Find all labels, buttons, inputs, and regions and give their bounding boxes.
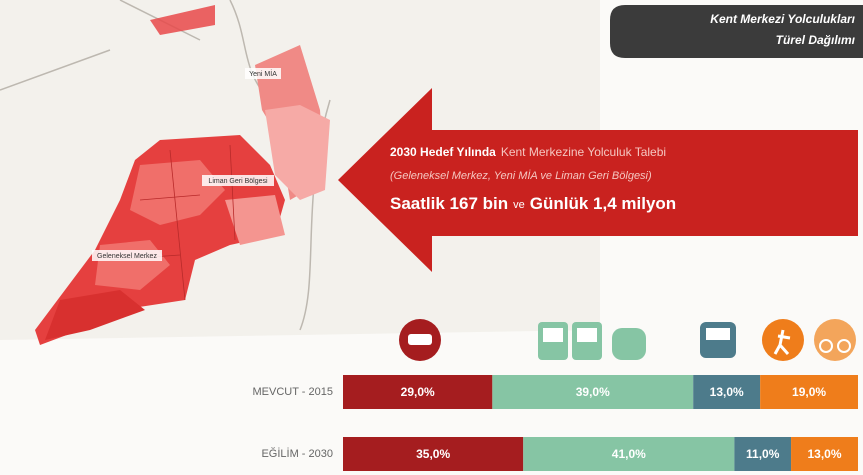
bike-icon — [837, 339, 851, 353]
bar-segment — [492, 375, 694, 409]
bike-icon — [819, 339, 833, 353]
walk-icon — [762, 319, 804, 361]
walk-icon — [773, 329, 791, 355]
value-label: 35,0% — [416, 447, 450, 461]
bar-segment — [523, 437, 735, 471]
bar-segment — [734, 437, 792, 471]
header-title: Türel Dağılımı — [776, 33, 856, 47]
map-label-box — [92, 250, 162, 261]
map-label: Geleneksel Merkez — [97, 253, 157, 260]
arrow-bold: 2030 Hedef Yılında — [390, 145, 496, 159]
header-box — [610, 5, 863, 58]
value-label: 11,0% — [746, 447, 780, 461]
arrow-text: 2030 Hedef Yılında Kent Merkezine Yolculu… — [390, 145, 666, 159]
arrow-daily: Günlük 1,4 milyon — [530, 194, 676, 213]
bar-segment — [791, 437, 858, 471]
icon-window — [706, 328, 730, 340]
header: Kent Merkezi Yolculukları Türel Dağılımı — [610, 5, 863, 58]
tram-icon — [612, 328, 646, 360]
map-zone — [45, 290, 145, 340]
value-label: 39,0% — [576, 385, 610, 399]
value-label: 41,0% — [612, 447, 646, 461]
value-label: 29,0% — [401, 385, 435, 399]
map-label-box — [245, 68, 281, 79]
arrow-and: ve — [513, 199, 525, 211]
value-label: 13,0% — [710, 385, 744, 399]
icon-window — [543, 328, 563, 342]
bar-segment — [343, 437, 524, 471]
arrow: 2030 Hedef Yılında Kent Merkezine Yolculu… — [338, 88, 858, 272]
map-roads — [0, 0, 331, 331]
bike-icon — [814, 319, 856, 361]
map-zone — [225, 195, 285, 245]
map-label: Yeni MİA — [249, 69, 277, 78]
arrow-figure: Saatlik 167 bin ve Günlük 1,4 milyon — [390, 194, 676, 213]
bar-segment — [693, 375, 761, 409]
map-label: Liman Geri Bölgesi — [208, 178, 268, 185]
arrow-shape — [338, 88, 858, 272]
icon-window — [577, 328, 597, 342]
header-title: Kent Merkezi Yolculukları — [710, 12, 855, 26]
value-label: 13,0% — [808, 447, 842, 461]
map: Yeni MİA Liman Geri Bölgesi Geleneksel M… — [0, 0, 600, 345]
map-zone — [150, 5, 215, 35]
mode-icons — [399, 319, 856, 361]
value-label: 19,0% — [792, 385, 826, 399]
category-label: EĞİLİM - 2030 — [261, 447, 333, 460]
map-zone — [265, 105, 330, 200]
car-icon — [408, 334, 432, 345]
bar-segment — [760, 375, 858, 409]
category-label: MEVCUT - 2015 — [253, 386, 334, 398]
arrow-subtitle: (Geleneksel Merkez, Yeni MİA ve Liman Ge… — [390, 170, 652, 182]
arrow-hourly: Saatlik 167 bin — [390, 194, 508, 213]
arrow-text: Kent Merkezine Yolculuk Talebi — [501, 145, 666, 159]
map-label-box — [202, 175, 274, 186]
bar-segment — [343, 375, 493, 409]
